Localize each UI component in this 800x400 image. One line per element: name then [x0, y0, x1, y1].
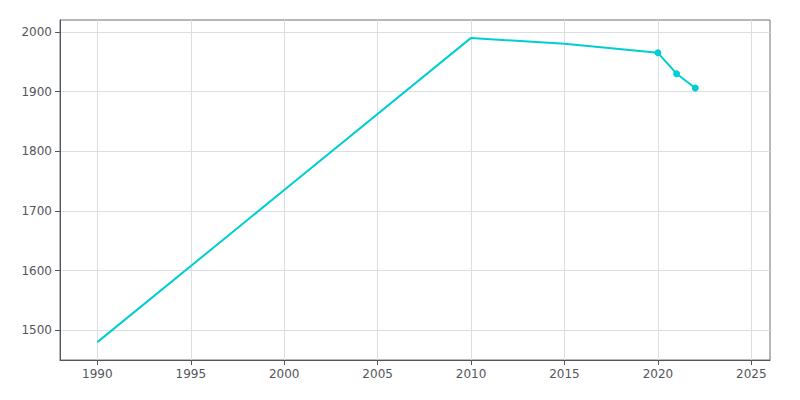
svg-text:2020: 2020 [643, 367, 674, 381]
svg-text:1600: 1600 [21, 264, 52, 278]
svg-text:1995: 1995 [176, 367, 207, 381]
svg-text:1800: 1800 [21, 144, 52, 158]
svg-text:2025: 2025 [736, 367, 767, 381]
svg-text:2005: 2005 [362, 367, 393, 381]
svg-text:1900: 1900 [21, 85, 52, 99]
svg-text:2000: 2000 [21, 25, 52, 39]
svg-text:2010: 2010 [456, 367, 487, 381]
svg-text:2000: 2000 [269, 367, 300, 381]
svg-text:2015: 2015 [549, 367, 580, 381]
svg-text:1500: 1500 [21, 323, 52, 337]
svg-text:1700: 1700 [21, 204, 52, 218]
svg-text:1990: 1990 [82, 367, 113, 381]
